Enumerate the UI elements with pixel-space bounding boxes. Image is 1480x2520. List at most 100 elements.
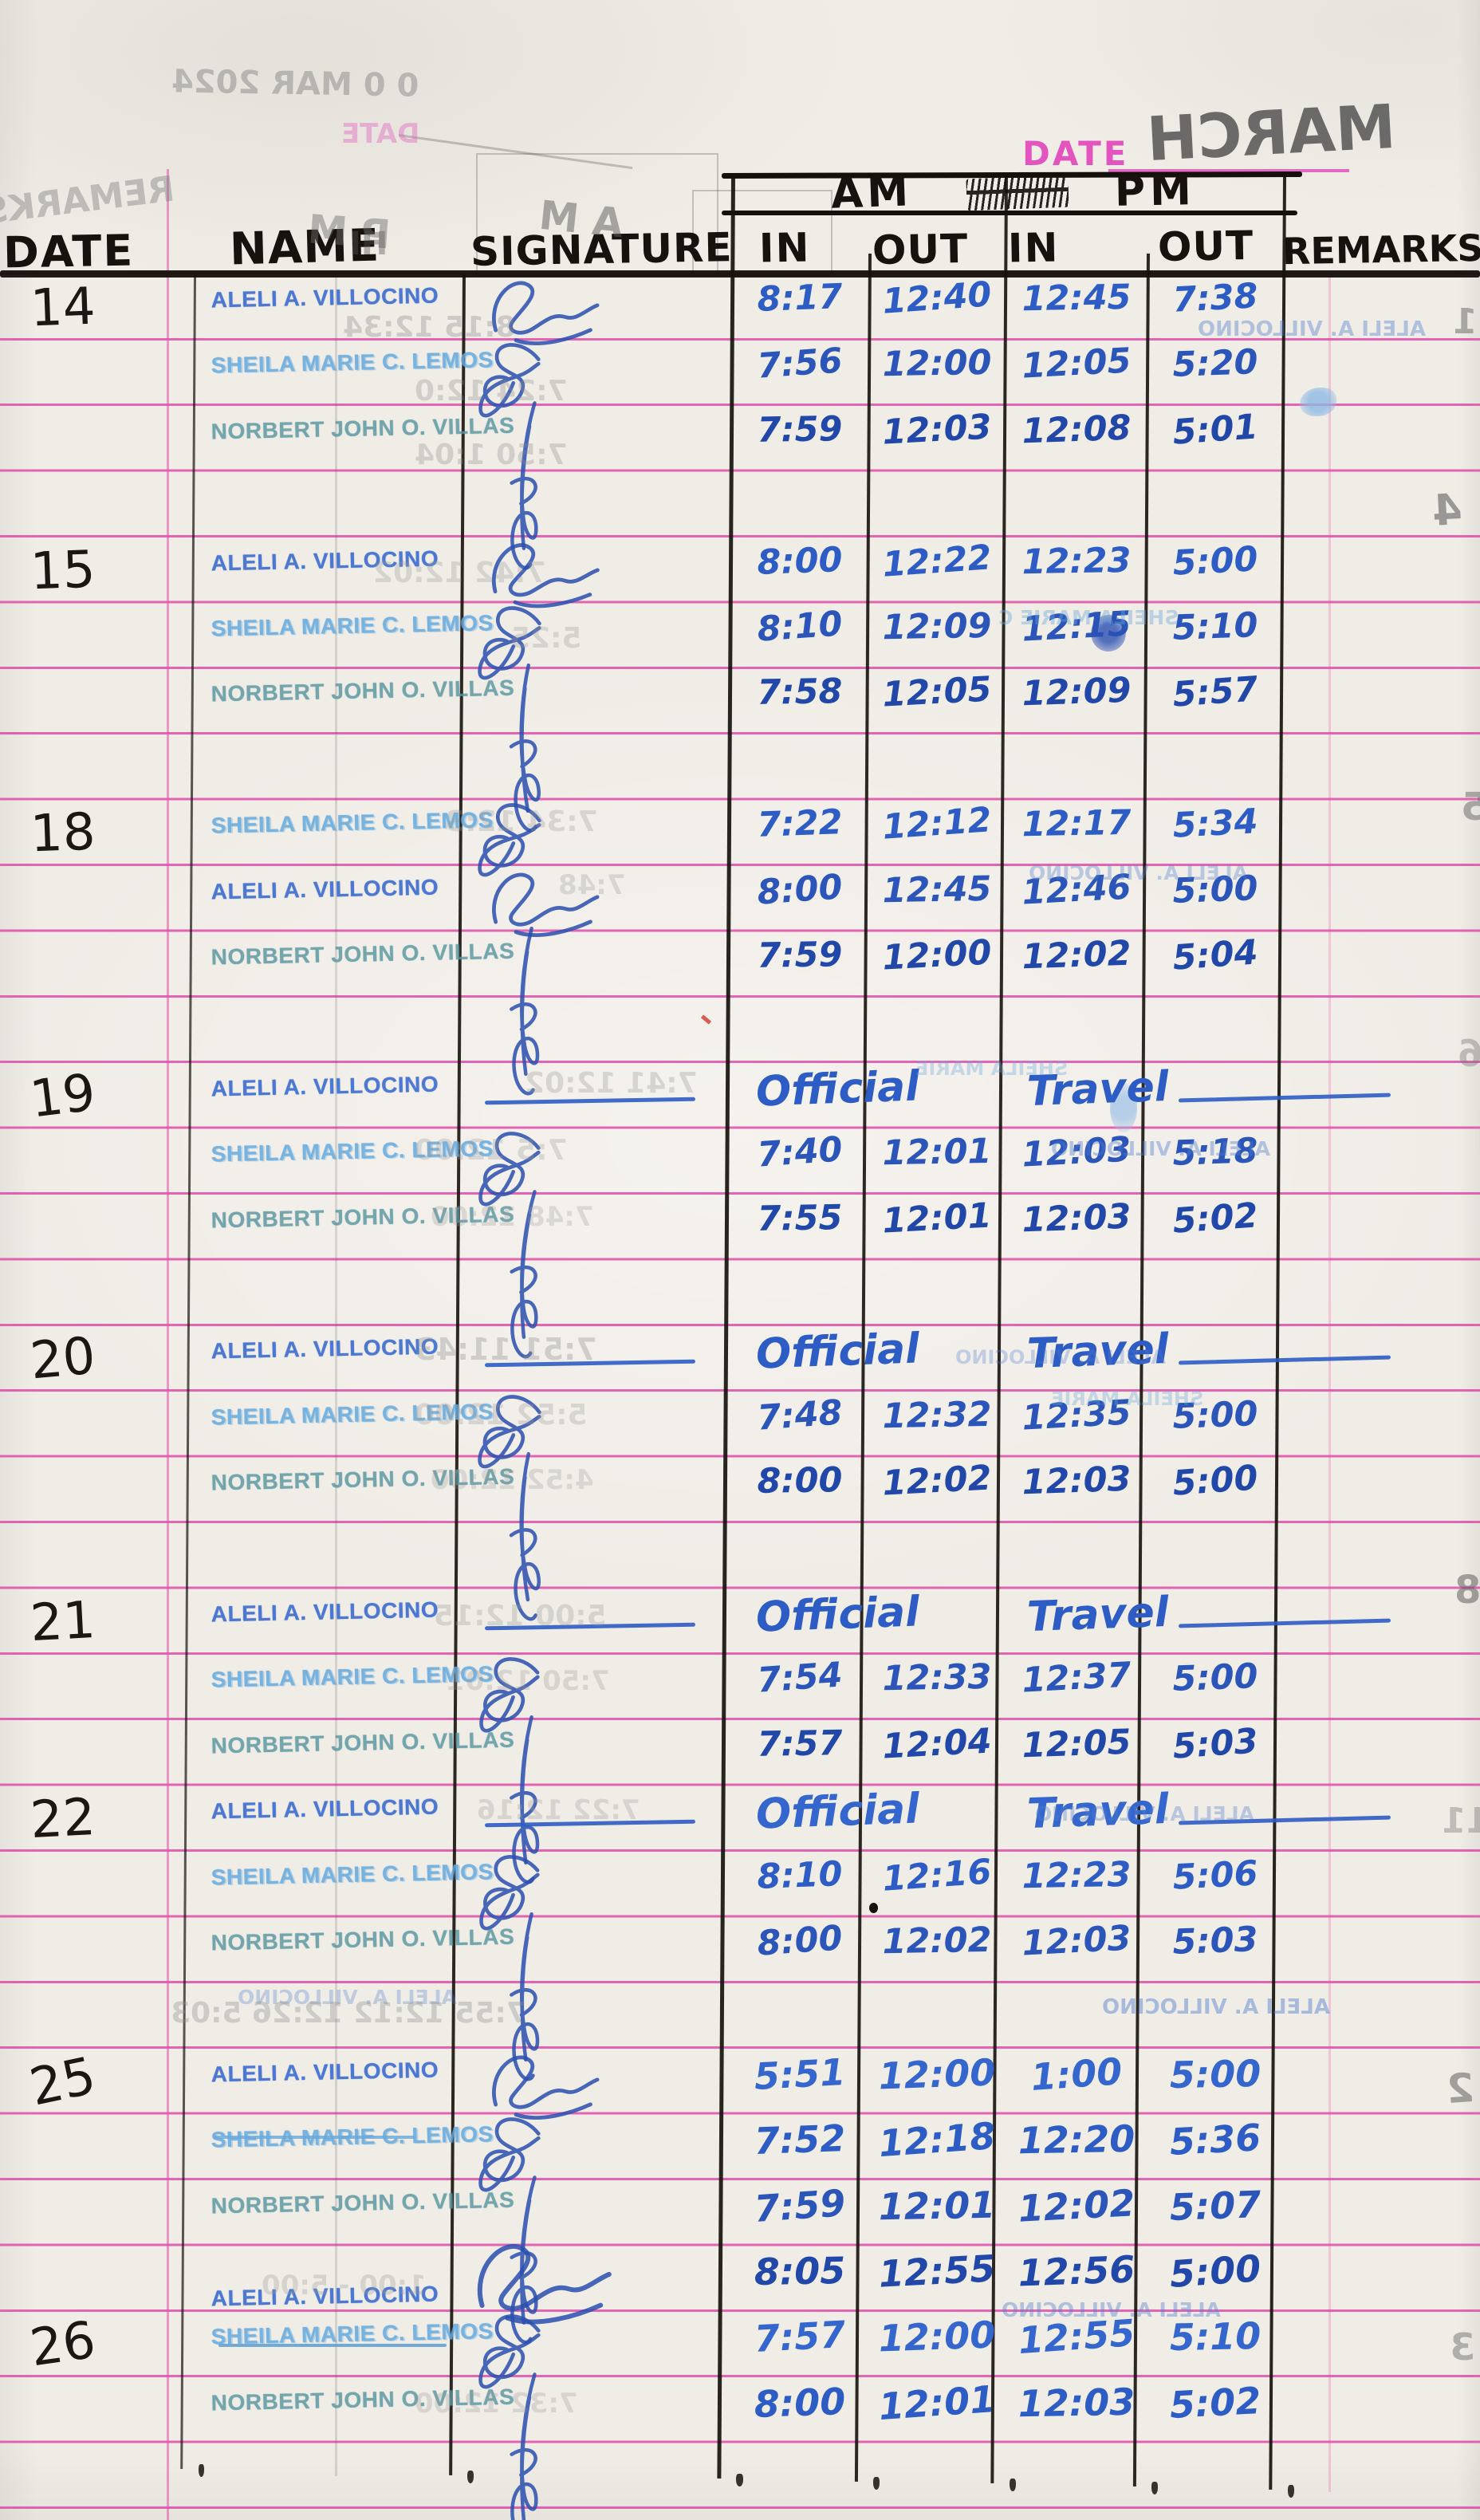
name-stamp: SHEILA MARIE C. LEMOS <box>211 347 494 378</box>
time-cell-out-am: 12:12 <box>880 800 994 848</box>
time-cell-out-am: 12:00 <box>882 343 992 385</box>
time-cell-out-pm: 7:38 <box>1171 276 1259 321</box>
name-stamp: NORBERT JOHN O. VILLAS <box>211 2384 515 2416</box>
time-cell-out-pm: 5:00 <box>1169 2051 1262 2097</box>
time-cell-out-am: 12:22 <box>880 537 994 585</box>
remarks-dash <box>1178 1618 1391 1628</box>
ink-dot <box>869 1903 878 1913</box>
time-cell-in-pm: 12:55 <box>1017 2311 1136 2363</box>
time-cell-out-pm: 5:20 <box>1171 342 1259 386</box>
time-cell-out-pm: 5:03 <box>1171 1920 1259 1963</box>
date-number: 26 <box>26 2311 100 2379</box>
name-stamp: NORBERT JOHN O. VILLAS <box>211 1463 515 1495</box>
time-cell-in-am: 7:48 <box>755 1392 844 1439</box>
time-cell-out-am: 12:01 <box>877 2376 997 2428</box>
column-line-end <box>467 2471 474 2483</box>
time-cell-out-am: 12:05 <box>881 669 993 715</box>
official-travel-word: Travel <box>1026 1325 1170 1379</box>
time-cell-out-am: 12:01 <box>878 2183 996 2228</box>
name-stamp: ALELI A. VILLOCINO <box>211 1794 439 1824</box>
name-stamp: SHEILA MARIE C. LEMOS <box>211 1136 494 1167</box>
time-cell-out-am: 12:01 <box>881 1195 993 1242</box>
ghost-text: ALELI A. VILLOCINO <box>238 1986 457 2009</box>
official-travel-word: Official <box>755 1785 920 1839</box>
left-margin-line <box>167 169 169 2520</box>
time-cell-in-pm: 12:09 <box>1021 671 1132 715</box>
date-number: 22 <box>29 1788 97 1851</box>
time-cell-out-am: 12:18 <box>877 2114 997 2166</box>
time-cell-in-am: 8:00 <box>755 866 844 913</box>
time-cell-out-pm: 5:36 <box>1168 2116 1262 2164</box>
time-cell-out-pm: 5:01 <box>1171 407 1260 453</box>
time-cell-in-am: 7:57 <box>757 1723 843 1765</box>
time-cell-in-pm: 12:02 <box>1021 933 1132 978</box>
time-cell-in-pm: 12:03 <box>1021 1459 1132 1503</box>
time-cell-out-am: 12:00 <box>877 2050 997 2098</box>
time-cell-in-pm: 12:23 <box>1021 1854 1132 1896</box>
time-cell-in-am: 8:00 <box>753 2379 847 2426</box>
time-cell-out-am: 12:00 <box>877 2313 997 2361</box>
time-cell-in-am: 7:57 <box>753 2313 847 2361</box>
time-cell-in-am: 7:55 <box>757 1197 843 1239</box>
name-stamp: SHEILA MARIE C. LEMOS <box>211 1661 494 1692</box>
name-stamp: SHEILA MARIE C. LEMOS <box>211 807 494 838</box>
time-cell-out-pm: 5:02 <box>1171 1195 1260 1242</box>
time-cell-in-am: 7:59 <box>757 935 843 976</box>
time-cell-in-am: 7:52 <box>753 2116 847 2164</box>
name-stamp: SHEILA MARIE C. LEMOS <box>211 1858 494 1890</box>
time-cell-out-am: 12:16 <box>880 1851 994 1900</box>
time-cell-out-am: 12:02 <box>882 1920 992 1963</box>
time-cell-in-am: 7:22 <box>756 802 844 846</box>
ghost-text: 6 <box>1458 1032 1480 1075</box>
time-cell-in-pm: 12:05 <box>1021 341 1132 387</box>
time-cell-out-pm: 5:07 <box>1168 2182 1262 2229</box>
column-line-end <box>1151 2482 1158 2494</box>
ampm-band-bottom-line <box>722 211 1297 215</box>
name-stamp: NORBERT JOHN O. VILLAS <box>211 675 515 707</box>
time-cell-in-pm: 12:03 <box>1021 1129 1132 1175</box>
time-cell-in-pm: 12:03 <box>1021 1918 1132 1964</box>
time-cell-out-pm: 5:00 <box>1171 868 1259 912</box>
name-stamp: NORBERT JOHN O. VILLAS <box>211 1923 515 1955</box>
signature <box>477 923 581 1110</box>
stamp-underline <box>218 2344 447 2348</box>
time-cell-out-pm: 5:10 <box>1169 2314 1262 2360</box>
time-cell-out-am: 12:00 <box>881 932 993 978</box>
date-number: 19 <box>26 1063 99 1130</box>
signature <box>474 1183 584 1374</box>
date-number: 15 <box>29 540 96 601</box>
time-cell-out-pm: 5:57 <box>1171 669 1260 716</box>
time-cell-out-am: 12:45 <box>882 868 992 911</box>
time-cell-out-pm: 5:02 <box>1168 2378 1262 2427</box>
name-stamp: NORBERT JOHN O. VILLAS <box>211 1201 515 1233</box>
time-cell-out-am: 12:40 <box>880 274 994 322</box>
name-stamp: NORBERT JOHN O. VILLAS <box>211 2187 515 2219</box>
signature <box>474 1447 584 1637</box>
time-cell-out-am: 12:01 <box>882 1131 992 1174</box>
ghost-text: 1 <box>1453 301 1478 342</box>
time-cell-out-pm: 5:04 <box>1171 932 1260 978</box>
time-cell-in-pm: 12:17 <box>1021 802 1132 845</box>
time-cell-out-pm: 5:34 <box>1171 801 1259 846</box>
time-cell-in-am: 5:51 <box>753 2049 847 2098</box>
bleed-vertical-line <box>335 275 337 2476</box>
time-cell-out-pm: 5:00 <box>1171 538 1259 584</box>
time-cell-out-am: 12:55 <box>877 2246 997 2296</box>
time-cell-out-pm: 5:00 <box>1171 1656 1259 1700</box>
time-cell-in-pm: 12:35 <box>1021 1392 1132 1439</box>
ghost-text: A M <box>537 191 626 247</box>
name-stamp: NORBERT JOHN O. VILLAS <box>211 412 515 444</box>
time-cell-in-pm: 12:46 <box>1021 867 1132 913</box>
ghost-text: 8 <box>1454 1568 1480 1612</box>
official-travel-word: Travel <box>1026 1786 1170 1839</box>
time-cell-out-am: 12:03 <box>881 407 993 453</box>
ghost-text: 0 0 MAR 2024 <box>171 63 419 104</box>
ink-blob <box>1091 615 1126 652</box>
blue-smudge <box>1300 388 1336 416</box>
ghost-text: ALELI A. VILLOCINO <box>1198 317 1426 341</box>
time-cell-in-pm: 12:08 <box>1021 408 1132 452</box>
name-stamp: SHEILA MARIE C. LEMOS <box>211 610 494 641</box>
time-cell-in-am: 8:00 <box>756 539 844 583</box>
time-cell-in-am: 8:05 <box>754 2249 846 2294</box>
